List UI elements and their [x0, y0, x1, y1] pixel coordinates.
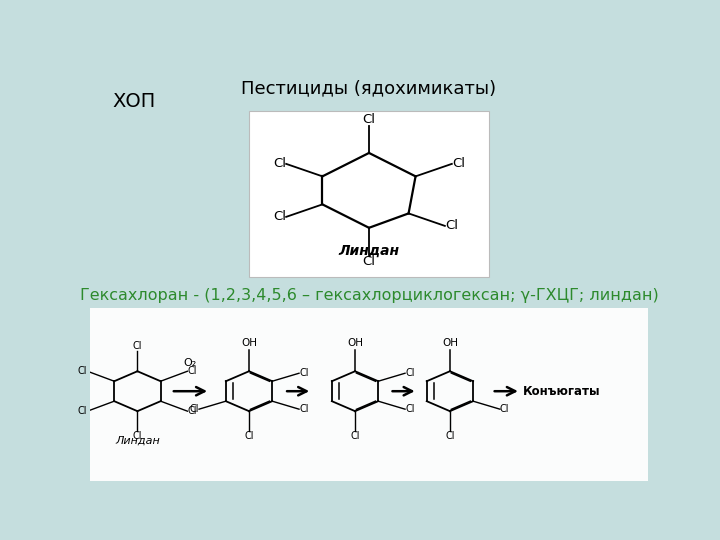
Text: ХОП: ХОП [112, 92, 156, 111]
Text: Конъюгаты: Конъюгаты [523, 384, 600, 397]
Text: Cl: Cl [244, 431, 253, 441]
Bar [249, 111, 489, 277]
Text: Cl: Cl [452, 157, 465, 171]
Text: Cl: Cl [273, 211, 286, 224]
Text: Cl: Cl [405, 368, 415, 378]
Text: OH: OH [241, 339, 257, 348]
Text: Линдан: Линдан [115, 436, 160, 446]
Text: Cl: Cl [445, 431, 454, 441]
Text: Cl: Cl [189, 404, 199, 414]
Text: Cl: Cl [78, 406, 87, 416]
Text: O₂: O₂ [184, 359, 197, 368]
Text: Гексахлоран - (1,2,3,4,5,6 – гексахлорциклогексан; γ-ГХЦГ; линдан): Гексахлоран - (1,2,3,4,5,6 – гексахлорци… [80, 288, 658, 303]
Text: Cl: Cl [362, 113, 376, 126]
Bar [90, 308, 648, 481]
Text: Cl: Cl [500, 404, 509, 414]
Bar [90, 308, 648, 481]
Text: Линдан: Линдан [338, 244, 400, 258]
Text: Cl: Cl [351, 431, 360, 441]
Text: Cl: Cl [78, 366, 87, 376]
Text: Cl: Cl [187, 406, 197, 416]
Text: Cl: Cl [132, 431, 142, 441]
Text: Cl: Cl [405, 404, 415, 414]
Text: Cl: Cl [299, 368, 308, 378]
Text: Cl: Cl [187, 366, 197, 376]
Text: OH: OH [442, 339, 458, 348]
Text: Пестициды (ядохимикаты): Пестициды (ядохимикаты) [241, 79, 497, 97]
Text: Cl: Cl [445, 219, 458, 232]
Text: Cl: Cl [362, 255, 376, 268]
Text: Cl: Cl [299, 404, 308, 414]
Text: Cl: Cl [273, 157, 286, 171]
Text: Cl: Cl [132, 341, 142, 352]
Text: OH: OH [347, 339, 363, 348]
